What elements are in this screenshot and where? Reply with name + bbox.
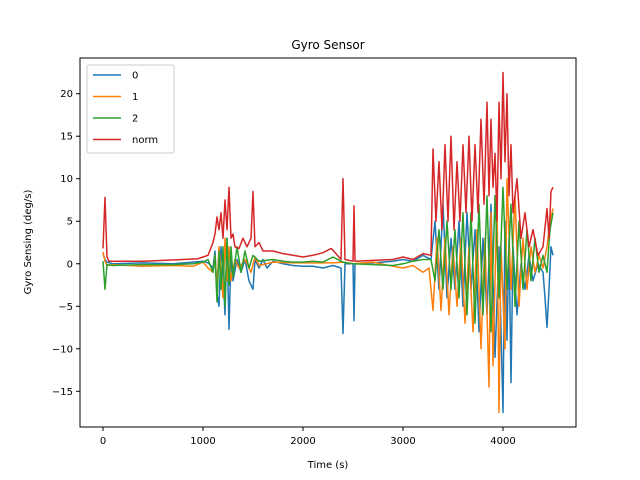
chart-title: Gyro Sensor: [291, 38, 364, 52]
y-axis-ticks: −15 −10 −5 0 5 10 15 20: [52, 89, 80, 398]
x-axis-ticks: 0 1000 2000 3000 4000: [100, 427, 516, 447]
y-tick-label: 5: [67, 217, 73, 228]
y-tick-label: 15: [60, 132, 73, 143]
x-axis-label: Time (s): [307, 460, 349, 471]
x-tick-label: 2000: [290, 436, 315, 447]
y-tick-label: −15: [52, 387, 73, 398]
y-axis-label: Gyro Sensing (deg/s): [23, 190, 34, 295]
legend-box: [86, 64, 175, 154]
y-tick-label: −5: [58, 302, 73, 313]
legend-label-norm: norm: [132, 135, 158, 146]
series-line-norm: [102, 71, 554, 262]
y-tick-label: 0: [67, 259, 73, 270]
x-tick-label: 0: [100, 436, 106, 447]
plot-border: [79, 57, 577, 428]
legend-label-1: 1: [132, 92, 138, 103]
y-tick-label: 10: [60, 174, 73, 185]
x-tick-label: 3000: [390, 436, 415, 447]
x-tick-label: 4000: [490, 436, 515, 447]
series-layer: [102, 71, 554, 414]
x-tick-label: 1000: [190, 436, 215, 447]
y-tick-label: −10: [52, 344, 73, 355]
legend-label-2: 2: [132, 114, 138, 125]
legend-label-0: 0: [132, 71, 138, 82]
series-line-2: [102, 186, 554, 333]
legend: 0 1 2 norm: [86, 64, 175, 154]
y-tick-label: 20: [60, 89, 73, 100]
